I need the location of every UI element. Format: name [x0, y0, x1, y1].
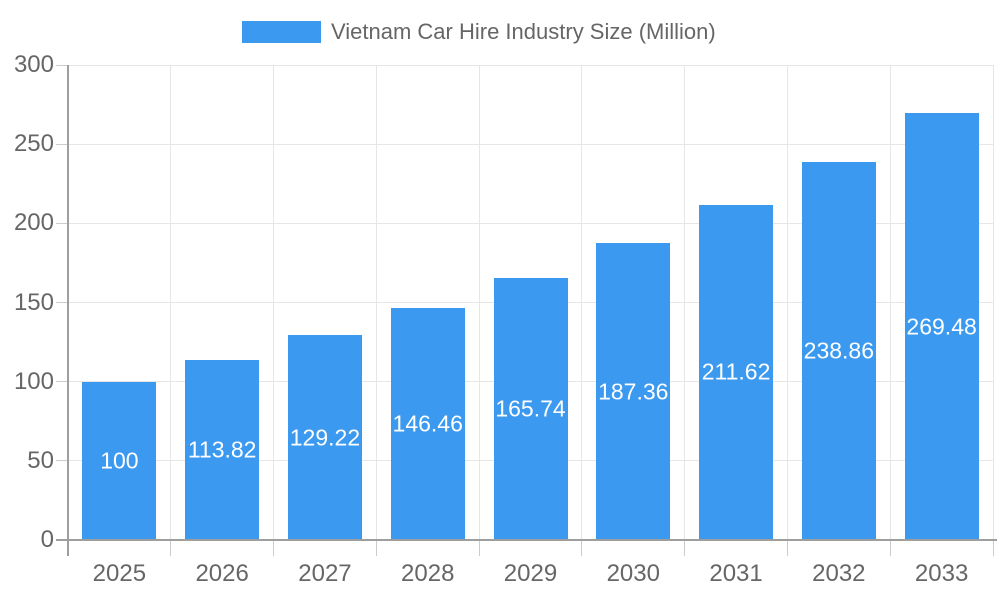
- x-gridline: [786, 65, 788, 540]
- x-gridline: [375, 65, 377, 540]
- bar-2026[interactable]: [185, 359, 260, 540]
- y-tick-mark: [56, 222, 68, 224]
- bar-value-label: 211.62: [701, 358, 771, 385]
- x-axis-tick-label: 2031: [709, 560, 763, 587]
- y-axis-tick-label: 150: [13, 288, 54, 316]
- bar-value-label: 165.74: [495, 395, 566, 422]
- legend-swatch-icon: [242, 21, 321, 43]
- chart-legend[interactable]: Vietnam Car Hire Industry Size (Million): [242, 19, 716, 44]
- y-axis-tick-label: 200: [13, 209, 54, 237]
- x-tick-mark: [273, 540, 275, 556]
- bar-2032[interactable]: [801, 161, 876, 540]
- x-gridline: [992, 65, 994, 540]
- x-tick-mark: [581, 540, 583, 556]
- bar-value-label: 187.36: [598, 378, 669, 405]
- x-gridline: [889, 65, 891, 540]
- x-axis-tick-label: 2025: [92, 560, 147, 587]
- x-gridline: [581, 65, 583, 540]
- y-axis-tick-label: 100: [13, 367, 54, 395]
- y-gridline: [68, 143, 993, 145]
- x-tick-mark: [786, 540, 788, 556]
- x-tick-mark: [889, 540, 891, 556]
- y-axis-tick-label: 250: [13, 130, 54, 158]
- y-gridline: [68, 222, 993, 224]
- y-axis-tick-label: 50: [27, 446, 54, 474]
- x-tick-mark: [478, 540, 480, 556]
- x-tick-mark: [992, 540, 994, 556]
- x-axis-tick-label: 2029: [503, 560, 558, 587]
- x-tick-mark: [375, 540, 377, 556]
- x-axis-line: [56, 539, 997, 541]
- y-tick-mark: [56, 64, 68, 66]
- bar-2030[interactable]: [596, 243, 671, 540]
- x-axis-tick-label: 2032: [812, 560, 866, 587]
- bar-value-label: 100: [100, 447, 139, 474]
- bar-2028[interactable]: [390, 308, 465, 540]
- bar-value-label: 238.86: [803, 337, 875, 364]
- y-gridline: [68, 64, 993, 66]
- y-tick-mark: [56, 381, 68, 383]
- x-tick-mark: [684, 540, 686, 556]
- x-gridline: [170, 65, 172, 540]
- y-tick-mark: [56, 302, 68, 303]
- x-gridline: [273, 65, 275, 540]
- x-gridline: [478, 65, 480, 540]
- y-tick-mark: [56, 143, 68, 145]
- bar-value-label: 146.46: [392, 410, 463, 437]
- x-axis-tick-label: 2033: [914, 560, 969, 587]
- x-gridline: [684, 65, 686, 540]
- bar-value-label: 129.22: [289, 424, 361, 451]
- bar-2031[interactable]: [699, 204, 774, 540]
- y-tick-mark: [56, 460, 68, 462]
- x-tick-mark: [170, 540, 172, 556]
- bar-2033[interactable]: [904, 113, 979, 540]
- bar-value-label: 269.48: [906, 313, 977, 340]
- y-axis-tick-label: 0: [40, 526, 54, 553]
- x-axis-tick-label: 2027: [298, 560, 352, 587]
- x-axis-tick-label: 2026: [195, 560, 249, 587]
- x-axis-tick-label: 2030: [606, 560, 660, 587]
- legend-label: Vietnam Car Hire Industry Size (Million): [331, 19, 716, 44]
- y-axis-tick-label: 300: [13, 51, 54, 78]
- x-axis-tick-label: 2028: [401, 560, 455, 587]
- bar-2027[interactable]: [287, 335, 362, 540]
- y-axis-line: [67, 65, 69, 556]
- bar-2025[interactable]: [82, 381, 157, 540]
- bar-value-label: 113.82: [187, 436, 257, 463]
- bar-2029[interactable]: [493, 277, 568, 540]
